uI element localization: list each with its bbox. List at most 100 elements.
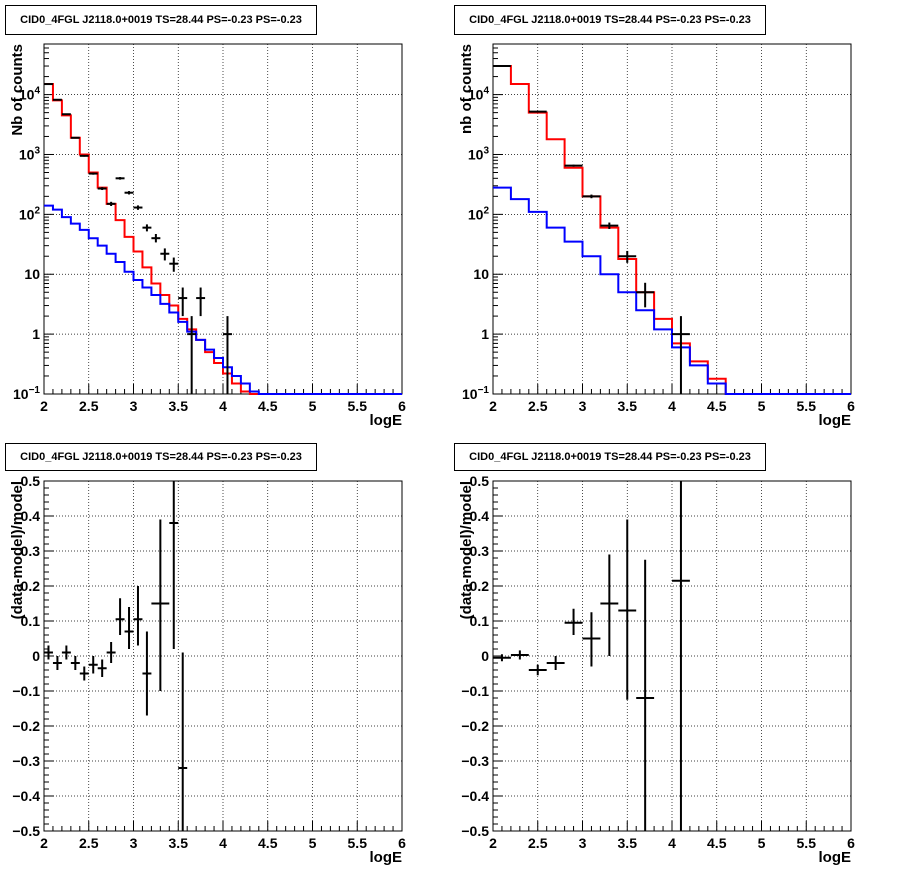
y-tick-label: −0.3: [12, 753, 40, 769]
data-point: [636, 282, 655, 308]
data-point: [97, 187, 107, 191]
x-tick-label: 4: [668, 835, 676, 851]
data-point: [564, 164, 583, 167]
panel-tl: 2 2.5 3 3.5 4 4.5 5 5.5 6logE10−1110102103104Nb …: [9, 43, 406, 429]
data-point: [88, 656, 98, 674]
y-axis-label: nb of counts: [458, 44, 475, 134]
data-point: [151, 233, 161, 243]
data-point: [169, 257, 179, 272]
data-points: [44, 481, 188, 831]
x-tick-label: 5.5: [797, 398, 817, 414]
x-tick-label: 3: [130, 398, 138, 414]
x-tick-label: 4.5: [707, 398, 727, 414]
data-point: [187, 316, 197, 394]
x-tick-label: 2: [40, 398, 48, 414]
data-point: [564, 608, 583, 635]
y-tick-label: 0.2: [21, 578, 41, 594]
data-point: [52, 656, 62, 670]
data-point: [70, 136, 80, 139]
chart-title-bottom-left: CID0_4FGL J2118.0+0019 TS=28.44 PS=-0.23…: [5, 443, 317, 471]
y-tick-label-base: 10: [13, 386, 29, 402]
data-point: [88, 172, 98, 175]
x-tick-label: 5.5: [348, 835, 368, 851]
chart-title-top-left: CID0_4FGL J2118.0+0019 TS=28.44 PS=-0.23…: [5, 5, 317, 35]
x-tick-label: 5: [309, 835, 317, 851]
data-point: [61, 113, 71, 116]
y-tick-label-exp: 4: [483, 86, 489, 97]
y-tick-label-base: 10: [468, 206, 484, 222]
y-tick-label-exp: 3: [483, 145, 489, 156]
x-tick-label: 6: [398, 398, 406, 414]
grid: [493, 481, 851, 831]
data-points: [44, 83, 232, 394]
data-point: [142, 631, 152, 716]
data-point: [600, 554, 619, 656]
x-tick-label: 2.5: [528, 398, 548, 414]
data-point: [672, 481, 690, 831]
x-tick-label: 2.5: [79, 398, 99, 414]
x-axis-label: logE: [370, 412, 403, 429]
y-tick-label: 1: [32, 326, 40, 342]
data-point: [133, 586, 143, 646]
y-tick-label-base: 10: [19, 87, 35, 103]
x-tick-label: 3.5: [618, 398, 638, 414]
panel-br: 2 2.5 3 3.5 4 4.5 5 5.5 6logE−0.5−0.4−0.3−0.2−0.…: [458, 473, 855, 866]
data-point: [582, 194, 601, 199]
y-tick-label: 103: [468, 145, 490, 162]
y-tick-label-exp: 2: [483, 205, 489, 216]
x-tick-label: 3: [130, 835, 138, 851]
x-tick-label: 3: [579, 835, 587, 851]
y-tick-label-exp: 3: [34, 145, 40, 156]
data-point: [178, 287, 188, 317]
data-point: [160, 248, 170, 261]
data-point: [115, 177, 125, 180]
x-tick-label: 3.5: [169, 835, 189, 851]
data-point: [142, 224, 152, 232]
y-tick-label: 0: [32, 648, 40, 664]
data-point: [52, 98, 62, 101]
y-axis: −0.5 −0.4 −0.3 −0.2 −0.1 0 0.1 0.2 0.3 0.4 0.5(dat…: [9, 473, 54, 839]
y-tick-label: −0.4: [12, 788, 40, 804]
y-axis-label: Nb of counts: [9, 44, 26, 136]
panel-tr: 2 2.5 3 3.5 4 4.5 5 5.5 6logE10−1110102103104nb …: [458, 43, 855, 429]
y-tick-label: −0.3: [461, 753, 489, 769]
chart-title-bottom-right: CID0_4FGL J2118.0+0019 TS=28.44 PS=-0.23…: [454, 443, 766, 471]
data-point: [528, 664, 547, 676]
series-blue-line: [493, 186, 851, 395]
x-tick-label: 4.5: [258, 835, 278, 851]
y-tick-label-base: 10: [468, 87, 484, 103]
data-point: [223, 316, 232, 394]
grid: [44, 481, 402, 831]
data-point: [672, 316, 690, 394]
x-axis-label: logE: [819, 412, 852, 429]
y-tick-label: 0.1: [470, 613, 490, 629]
x-tick-label: 4: [219, 398, 227, 414]
data-point: [169, 481, 179, 649]
data-point: [124, 607, 134, 649]
data-point: [600, 222, 619, 229]
y-tick-label: 103: [19, 145, 41, 162]
data-point: [618, 250, 637, 263]
x-tick-label: 4.5: [258, 398, 278, 414]
x-tick-label: 2.5: [79, 835, 99, 851]
x-tick-label: 5: [758, 398, 766, 414]
y-tick-label: 0.2: [470, 578, 490, 594]
y-axis: −0.5 −0.4 −0.3 −0.2 −0.1 0 0.1 0.2 0.3 0.4 0.5(dat…: [458, 473, 503, 839]
y-tick-label-base: 10: [19, 146, 35, 162]
y-tick-label-base: 10: [19, 206, 35, 222]
y-tick-label-base: 10: [468, 146, 484, 162]
panel-bl: 2 2.5 3 3.5 4 4.5 5 5.5 6logE−0.5−0.4−0.3−0.2−0.…: [9, 473, 406, 866]
x-tick-label: 6: [847, 398, 855, 414]
data-point: [79, 154, 89, 157]
data-point: [582, 612, 601, 667]
y-tick-label: 10: [24, 266, 40, 282]
data-point: [106, 642, 116, 663]
y-tick-label: 0.3: [21, 543, 41, 559]
data-point: [44, 645, 53, 660]
chart-title-top-right: CID0_4FGL J2118.0+0019 TS=28.44 PS=-0.23…: [454, 5, 766, 35]
x-tick-label: 5: [309, 398, 317, 414]
